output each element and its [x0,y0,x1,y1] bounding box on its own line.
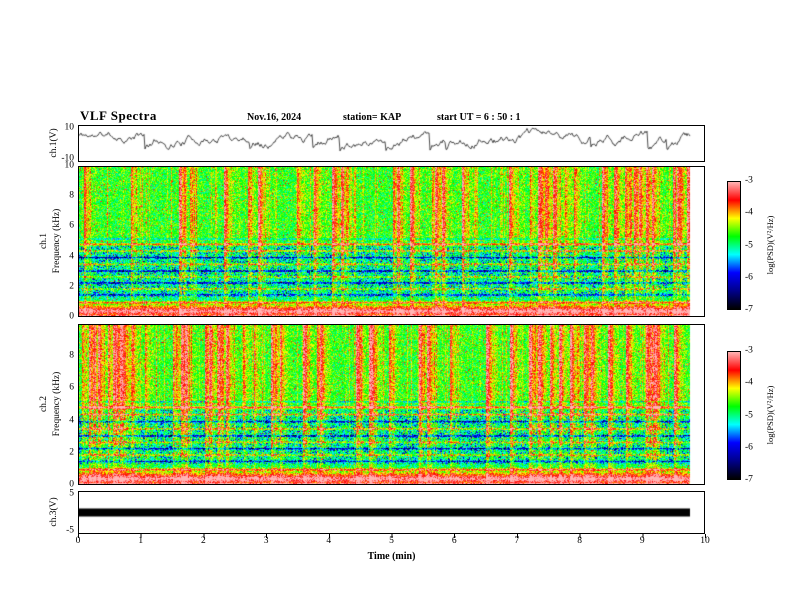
ch1-colorbar-tick-labels: -3 -4 -5 -6 -7 [745,176,767,314]
tick-label: 8 [69,350,74,361]
tick-label: 6 [69,220,74,231]
tick-label: 0 [69,479,74,490]
tick-label: -5 [66,524,74,535]
ch1-waveform-ytick-labels: 10 -10 [44,122,75,164]
ch1-colorbar [727,181,741,310]
tick-label: -3 [745,345,753,356]
ch1-waveform-panel [78,125,705,162]
ch2-colorbar-tick-labels: -3 -4 -5 -6 -7 [745,346,767,484]
tick-label: 10 [64,122,75,133]
tick-label: 6 [451,536,457,546]
tick-label: 7 [514,536,520,546]
tick-label: -6 [745,442,753,452]
tick-label: 9 [639,536,645,546]
ch2-colorbar-label: log(PSD)(V²/Hz) [765,385,775,445]
ch1-colorbar-label: log(PSD)(V²/Hz) [765,215,775,275]
x-axis-tick-labels: 0 1 2 3 4 5 6 7 8 9 10 [75,536,710,549]
tick-label: 10 [700,536,710,546]
date-label: Nov.16, 2024 [247,112,302,123]
figure-title: VLF Spectra [80,108,157,123]
ch2-colorbar [727,351,741,480]
tick-label: 1 [138,536,144,546]
tick-label: -5 [745,239,753,250]
ch2-spectrogram-ytick-labels: 8 6 4 2 0 [44,324,74,489]
ch1-spectrogram-ytick-labels: 10 8 6 4 2 0 [44,161,75,321]
tick-label: 10 [64,160,75,171]
tick-label: 8 [69,190,74,201]
tick-label: -6 [745,272,753,282]
tick-label: 5 [389,536,394,546]
ch1-waveform-canvas [79,126,704,161]
ch3-waveform-panel [78,491,705,534]
tick-label: 3 [263,536,269,546]
tick-label: 4 [69,414,74,425]
tick-label: -4 [745,377,753,388]
tick-label: 2 [69,281,74,292]
ch3-waveform-canvas [79,492,704,533]
ch1-spectrogram-panel [78,166,705,317]
x-axis-label: Time (min) [367,551,416,562]
ch2-spectrogram-canvas [79,325,704,484]
tick-label: 2 [201,536,206,546]
tick-label: 6 [69,382,74,393]
ch3-waveform-ytick-labels: 5 -5 [44,488,74,535]
tick-label: -4 [745,207,753,218]
tick-label: -10 [61,153,74,164]
tick-label: 8 [577,536,582,546]
start-ut-label: start UT = 6 : 50 : 1 [437,112,521,123]
tick-label: 5 [69,488,74,499]
tick-label: -3 [745,175,753,186]
tick-label: -7 [745,304,753,315]
station-label: station= KAP [343,112,402,123]
tick-label: 4 [69,250,74,261]
tick-label: 0 [75,536,81,546]
ch1-spectrogram-canvas [79,167,704,316]
tick-label: -7 [745,474,753,485]
tick-label: 2 [69,447,74,458]
tick-label: -5 [745,409,753,420]
ch2-spectrogram-panel [78,324,705,485]
tick-label: 0 [69,311,74,322]
tick-label: 4 [326,536,332,546]
x-axis-tick-marks [78,534,706,538]
